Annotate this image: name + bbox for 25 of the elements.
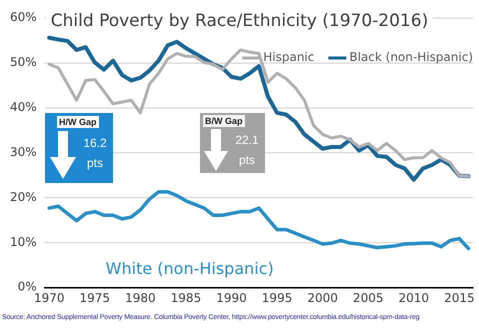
- x-tick-label: 1975: [80, 290, 110, 305]
- x-tick-label: 2010: [398, 290, 430, 305]
- annotation: 22.1 pts: [234, 132, 260, 169]
- y-tick-label: 20%: [10, 190, 37, 204]
- x-tick-label: 1990: [216, 290, 247, 305]
- gap-callout: H/W Gap 16.2 pts: [45, 113, 113, 183]
- y-tick-label: 10%: [10, 234, 37, 249]
- annotation: B/W Gap: [203, 115, 244, 127]
- y-tick-label: 30%: [10, 144, 37, 159]
- annotation: H/W Gap: [57, 116, 98, 128]
- legend-label: Hispanic: [263, 50, 314, 64]
- chart-title: Child Poverty by Race/Ethnicity (1970-2016): [46, 11, 434, 31]
- y-tick-label: 60%: [10, 10, 37, 24]
- x-tick-label: 2015: [444, 290, 475, 305]
- annotation: 16.2 pts: [82, 135, 108, 172]
- x-tick-label: 1995: [262, 290, 292, 305]
- legend-label: Black (non-Hispanic): [349, 50, 474, 64]
- series-label: White (non-Hispanic): [106, 259, 274, 278]
- x-tick-label: 1980: [125, 290, 156, 305]
- x-tick-label: 1985: [170, 290, 202, 305]
- x-tick-label: 2000: [307, 290, 338, 305]
- y-tick-label: 40%: [10, 100, 37, 114]
- y-tick-label: 50%: [10, 55, 37, 70]
- gap-callout: B/W Gap 22.1 pts: [200, 113, 265, 173]
- x-tick-label: 2005: [352, 290, 384, 305]
